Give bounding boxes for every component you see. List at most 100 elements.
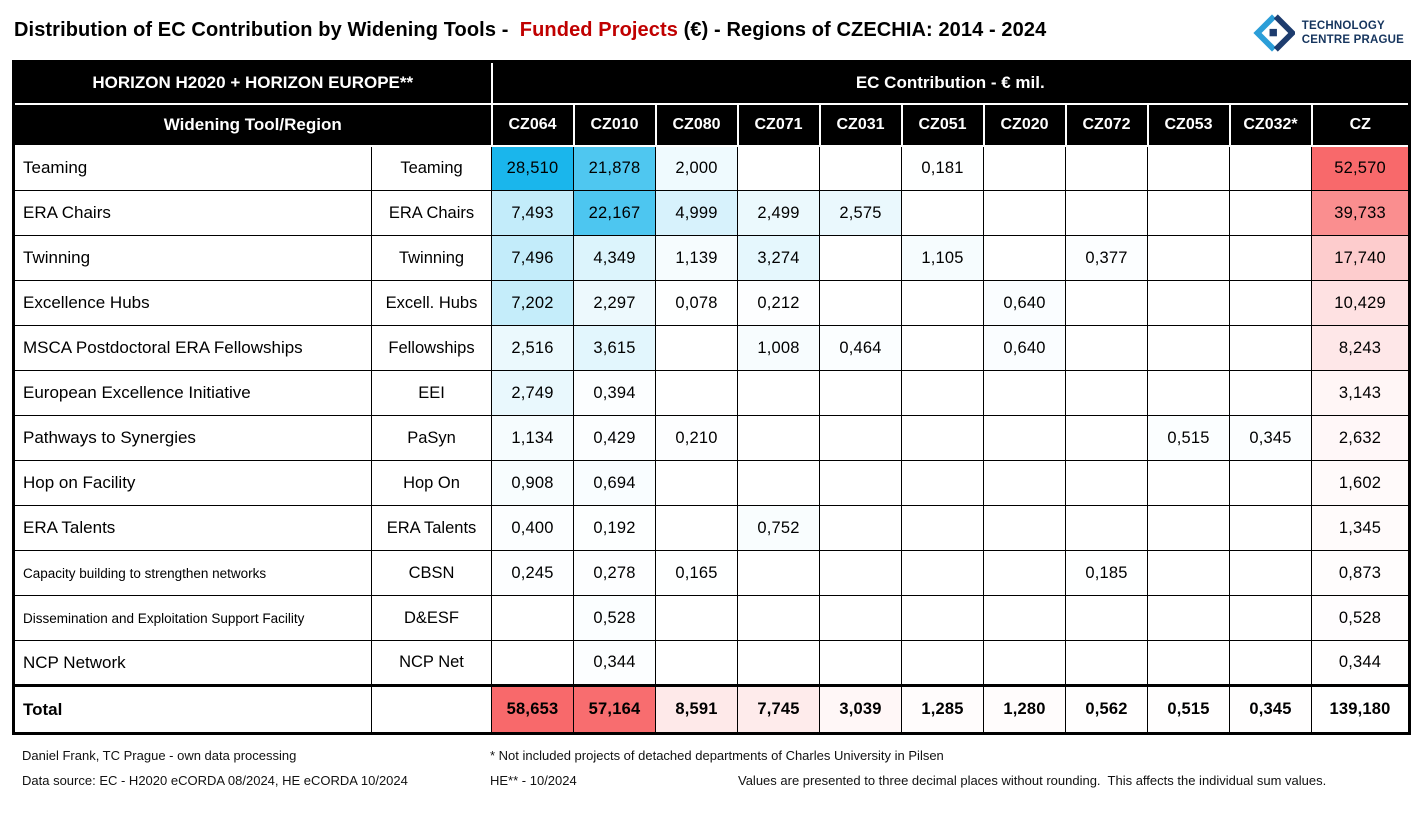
column-header-cz072: CZ072 — [1064, 102, 1149, 147]
region-header-row: Widening Tool/Region CZ064 CZ010 CZ080 CZ07… — [12, 102, 1411, 147]
value-cell: 7,493 — [491, 190, 574, 236]
value-cell: 3,274 — [737, 235, 820, 281]
value-cell — [655, 325, 738, 371]
table-row: ERA Chairs ERA Chairs 7,493 22,167 4,999 2,49… — [13, 190, 1411, 236]
value-cell: 0,873 — [1310, 550, 1411, 596]
row-label: ERA Talents — [13, 505, 372, 551]
footer-rounding-note: Values are presented to three decimal pl… — [738, 773, 1327, 788]
value-cell — [901, 415, 984, 461]
total-value-cell: 0,562 — [1065, 684, 1148, 734]
value-cell — [1065, 145, 1148, 191]
value-cell: 0,078 — [655, 280, 738, 326]
table-row: NCP Network NCP Net 0,344 0,344 — [13, 640, 1411, 686]
value-cell — [655, 640, 738, 686]
value-cell — [819, 505, 902, 551]
value-cell: 2,632 — [1310, 415, 1411, 461]
value-cell — [819, 640, 902, 686]
value-cell: 28,510 — [491, 145, 574, 191]
value-cell — [901, 370, 984, 416]
value-cell — [1065, 280, 1148, 326]
value-cell: 0,640 — [983, 280, 1066, 326]
row-short-label: Twinning — [371, 235, 492, 281]
column-header-cz031: CZ031 — [818, 102, 903, 147]
value-cell: 0,377 — [1065, 235, 1148, 281]
value-cell: 2,516 — [491, 325, 574, 371]
value-cell — [983, 505, 1066, 551]
title-text: Distribution of EC Contribution by Widen… — [14, 19, 520, 41]
value-cell — [1065, 190, 1148, 236]
programme-header: HORIZON H2020 + HORIZON EUROPE** — [12, 60, 493, 105]
value-cell — [1065, 595, 1148, 641]
footer-author: Daniel Frank, TC Prague - own data proce… — [22, 748, 297, 763]
total-value-cell: 3,039 — [819, 684, 902, 734]
table-row: Teaming Teaming 28,510 21,878 2,000 0,181 52,5… — [13, 145, 1411, 191]
value-cell: 3,615 — [573, 325, 656, 371]
value-cell: 7,202 — [491, 280, 574, 326]
value-cell — [1229, 550, 1312, 596]
value-cell — [1065, 505, 1148, 551]
value-cell — [1229, 145, 1312, 191]
row-label: Capacity building to strengthen networks — [13, 550, 372, 596]
value-cell: 21,878 — [573, 145, 656, 191]
value-cell: 0,400 — [491, 505, 574, 551]
value-cell — [901, 325, 984, 371]
value-cell — [819, 460, 902, 506]
column-header-cz080: CZ080 — [654, 102, 739, 147]
value-cell: 0,192 — [573, 505, 656, 551]
value-cell — [1065, 370, 1148, 416]
value-cell — [737, 370, 820, 416]
value-cell — [1229, 640, 1312, 686]
value-cell: 0,464 — [819, 325, 902, 371]
value-cell — [491, 640, 574, 686]
total-label: Total — [13, 684, 372, 734]
row-short-label: Teaming — [371, 145, 492, 191]
value-cell: 52,570 — [1310, 145, 1411, 191]
value-cell — [819, 235, 902, 281]
row-label: Pathways to Synergies — [13, 415, 372, 461]
value-cell — [1147, 325, 1230, 371]
row-short-label: ERA Talents — [371, 505, 492, 551]
row-short-label: CBSN — [371, 550, 492, 596]
value-cell — [1065, 460, 1148, 506]
value-cell — [1147, 595, 1230, 641]
value-cell — [491, 595, 574, 641]
table-row: Excellence Hubs Excell. Hubs 7,202 2,297 0,0… — [13, 280, 1411, 326]
value-cell — [983, 370, 1066, 416]
total-value-cell: 58,653 — [491, 684, 574, 734]
footer: Daniel Frank, TC Prague - own data proce… — [12, 748, 1408, 788]
value-cell — [1229, 460, 1312, 506]
value-cell — [737, 415, 820, 461]
column-header-cz053: CZ053 — [1146, 102, 1231, 147]
footer-star-note: * Not included projects of detached depa… — [490, 748, 944, 763]
row-short-label: Fellowships — [371, 325, 492, 371]
value-cell: 0,640 — [983, 325, 1066, 371]
row-label: Hop on Facility — [13, 460, 372, 506]
page-title: Distribution of EC Contribution by Widen… — [14, 10, 1046, 42]
value-cell — [1229, 280, 1312, 326]
row-short-label: D&ESF — [371, 595, 492, 641]
row-short-label: PaSyn — [371, 415, 492, 461]
total-value-cell: 1,280 — [983, 684, 1066, 734]
value-cell: 2,000 — [655, 145, 738, 191]
value-cell — [1147, 640, 1230, 686]
value-cell: 0,515 — [1147, 415, 1230, 461]
row-label: NCP Network — [13, 640, 372, 686]
row-label: ERA Chairs — [13, 190, 372, 236]
value-cell — [1229, 325, 1312, 371]
tc-prague-logo-icon — [1253, 14, 1295, 52]
value-cell: 0,212 — [737, 280, 820, 326]
total-spacer — [371, 684, 492, 734]
value-cell: 17,740 — [1310, 235, 1411, 281]
value-cell: 2,499 — [737, 190, 820, 236]
value-cell: 22,167 — [573, 190, 656, 236]
value-cell — [819, 370, 902, 416]
value-cell: 2,749 — [491, 370, 574, 416]
value-cell: 0,245 — [491, 550, 574, 596]
column-header-cz010: CZ010 — [572, 102, 657, 147]
value-cell: 7,496 — [491, 235, 574, 281]
value-cell — [737, 640, 820, 686]
title-tail: (€) - Regions of CZECHIA: 2014 - 2024 — [678, 19, 1047, 41]
footer-data-source: Data source: EC - H2020 eCORDA 08/2024, … — [22, 773, 408, 788]
value-cell — [983, 190, 1066, 236]
